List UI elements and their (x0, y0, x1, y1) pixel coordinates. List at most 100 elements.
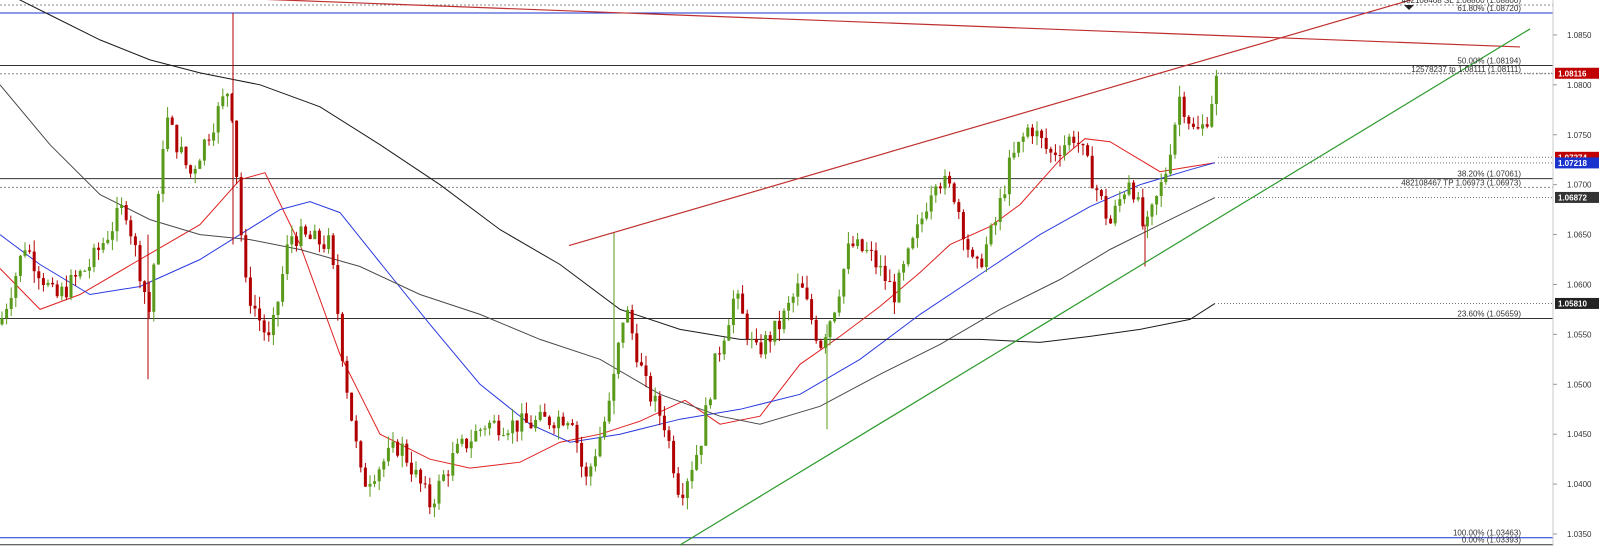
candle-body (745, 313, 749, 340)
candle-body (437, 480, 441, 504)
candle-body (750, 339, 754, 341)
candle-body (18, 255, 22, 276)
candle-body (74, 275, 78, 277)
candle-body (699, 445, 703, 455)
candle-body (225, 93, 229, 97)
trendline[interactable] (679, 28, 1531, 546)
candle-body (1063, 145, 1067, 156)
candle-body (1141, 197, 1145, 227)
candle-body (1168, 154, 1172, 174)
candle-body (115, 208, 119, 232)
candle-body (1109, 218, 1113, 224)
candle-body (764, 335, 768, 355)
candle-body (202, 139, 206, 161)
candle-body (856, 239, 860, 246)
axis-tick-label: 1.0800 (1567, 81, 1592, 90)
candle-body (1150, 204, 1154, 217)
candle-body (773, 320, 777, 342)
candle-body (152, 264, 156, 312)
level-labels: 482108468 SL 1.08800 (1.08800)61.80% (1.… (1401, 0, 1521, 545)
candle-body (258, 308, 262, 321)
candle-body (133, 236, 137, 246)
candle-body (704, 405, 708, 446)
price-tag-label: 1.08116 (1558, 69, 1587, 78)
candle-body (345, 360, 349, 393)
candle-body (423, 483, 427, 485)
candle-body (593, 456, 597, 467)
candle-body (777, 320, 781, 330)
candle-body (143, 281, 147, 292)
candle-body (170, 117, 174, 125)
candle-body (1187, 116, 1191, 124)
candle-body (672, 440, 676, 474)
candle-body (1127, 182, 1131, 195)
candle-body (156, 193, 160, 265)
candle-body (317, 230, 321, 245)
candle-body (1090, 155, 1094, 189)
candle-body (630, 309, 634, 334)
axis-tick-label: 1.0850 (1567, 31, 1592, 40)
candle-body (55, 284, 59, 297)
candle-body (428, 484, 432, 508)
candle-body (248, 277, 252, 306)
trendline[interactable] (568, 0, 1455, 247)
candle-body (971, 249, 975, 257)
trendline[interactable] (0, 0, 1521, 48)
candle-body (64, 286, 68, 298)
candle-body (892, 281, 896, 303)
candle-body (621, 322, 625, 343)
candle-body (791, 296, 795, 303)
candle-body (915, 224, 919, 239)
candle-body (741, 293, 745, 314)
level-label: 0.00% (1.03393) (1462, 536, 1521, 545)
candle-body (837, 296, 841, 313)
candle-body (1113, 205, 1117, 224)
candle-body (906, 248, 910, 265)
candle-body (166, 117, 170, 149)
candle-body (285, 244, 289, 274)
candle-body (1145, 216, 1149, 227)
candle-body (782, 310, 786, 330)
candle-body (580, 443, 584, 467)
candle-body (543, 411, 547, 417)
candle-body (685, 481, 689, 498)
candle-body (175, 124, 179, 153)
candle-body (796, 283, 800, 297)
candle-body (327, 235, 331, 249)
level-label: 50.00% (1.08194) (1457, 56, 1521, 65)
candle-body (32, 251, 36, 272)
candle-body (455, 443, 459, 453)
candle-body (851, 243, 855, 247)
candle-body (980, 258, 984, 267)
candle-body (989, 225, 993, 245)
moving-averages (0, 0, 1216, 469)
candle-body (1182, 96, 1186, 117)
candle-body (69, 275, 73, 298)
price-tag-label: 1.06872 (1558, 193, 1587, 202)
candle-body (340, 313, 344, 361)
candle-body (331, 235, 335, 265)
scroll-down-arrow-icon[interactable] (1404, 5, 1414, 10)
candle-body (695, 454, 699, 470)
candle-body (51, 282, 55, 285)
candle-body (1104, 196, 1108, 219)
candle-body (377, 469, 381, 482)
candle-body (1026, 127, 1030, 137)
candle-body (860, 239, 864, 251)
price-tag-label: 1.07218 (1558, 159, 1587, 168)
candle-body (667, 430, 671, 441)
candle-body (943, 175, 947, 189)
candle-body (253, 305, 257, 309)
candle-body (419, 469, 423, 484)
candle-body (221, 96, 225, 107)
moving-average-line (18, 0, 1216, 343)
candle-body (911, 238, 915, 249)
candle-body (106, 239, 110, 243)
candle-body (1053, 152, 1057, 155)
candle-body (888, 281, 892, 283)
candle-body (589, 466, 593, 477)
candle-body (230, 93, 234, 121)
